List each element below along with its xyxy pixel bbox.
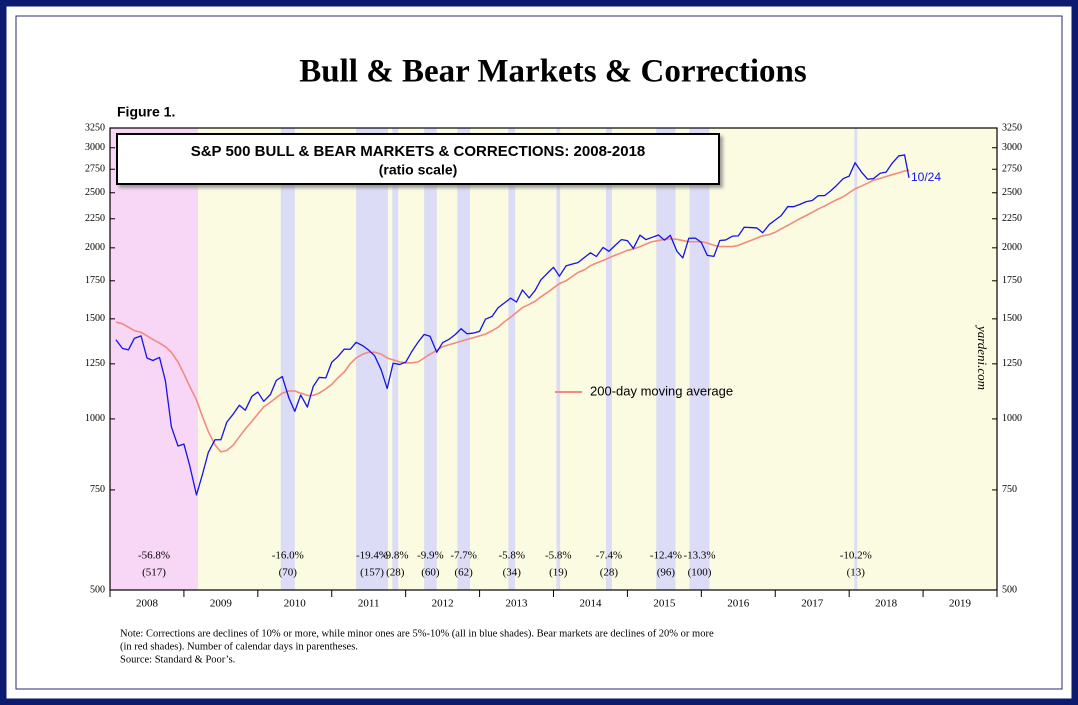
chart-title: Bull & Bear Markets & Corrections bbox=[299, 54, 807, 90]
shade-days: (19) bbox=[549, 567, 568, 579]
shade-days: (60) bbox=[421, 567, 440, 579]
shade-days: (28) bbox=[600, 567, 619, 579]
y2-tick-label: 2250 bbox=[1002, 213, 1022, 224]
y-tick-label: 1000 bbox=[85, 413, 105, 424]
y-tick-label: 1500 bbox=[85, 313, 105, 324]
note-line: Note: Corrections are declines of 10% or… bbox=[120, 628, 714, 639]
plot-area bbox=[110, 128, 997, 590]
shade-days: (96) bbox=[657, 567, 676, 579]
shade-days: (517) bbox=[142, 567, 166, 579]
shade-correction bbox=[605, 128, 612, 590]
shade-label: -56.8% bbox=[138, 550, 170, 562]
axes: 500 500 750 750 1000 1000 1250 1250 1500 1500 1750… bbox=[85, 122, 1022, 609]
y2-tick-label: 750 bbox=[1002, 484, 1017, 495]
y2-tick-label: 3250 bbox=[1002, 122, 1022, 133]
y2-tick-label: 1500 bbox=[1002, 313, 1022, 324]
y-tick-label: 2500 bbox=[85, 187, 105, 198]
note-line: (in red shades). Number of calendar days… bbox=[120, 641, 358, 652]
y-tick-label: 3250 bbox=[85, 122, 105, 133]
shade-correction bbox=[854, 128, 858, 590]
last-date-label: 10/24 bbox=[911, 170, 941, 184]
y2-tick-label: 500 bbox=[1002, 584, 1017, 595]
legend-label: 200-day moving average bbox=[590, 383, 733, 398]
x-tick-label: 2017 bbox=[801, 598, 824, 610]
x-tick-label: 2014 bbox=[579, 598, 602, 610]
box-subtitle: (ratio scale) bbox=[379, 162, 458, 178]
x-tick-label: 2013 bbox=[506, 598, 529, 610]
y-tick-label: 1750 bbox=[85, 275, 105, 286]
note-line: Source: Standard & Poor’s. bbox=[120, 654, 235, 665]
y-tick-label: 1250 bbox=[85, 358, 105, 369]
shade-label: -7.7% bbox=[450, 550, 477, 562]
shades bbox=[110, 128, 858, 590]
shade-label: -5.8% bbox=[545, 550, 572, 562]
shade-correction bbox=[556, 128, 561, 590]
shade-days: (62) bbox=[455, 567, 474, 579]
shade-days: (157) bbox=[360, 567, 384, 579]
shade-correction bbox=[280, 128, 295, 590]
x-tick-label: 2016 bbox=[727, 598, 750, 610]
shade-days: (70) bbox=[279, 567, 298, 579]
y2-tick-label: 2500 bbox=[1002, 187, 1022, 198]
shade-label: -5.8% bbox=[498, 550, 525, 562]
x-tick-label: 2008 bbox=[136, 598, 159, 610]
y2-tick-label: 1250 bbox=[1002, 358, 1022, 369]
shade-label: -9.8% bbox=[382, 550, 409, 562]
shade-label: -12.4% bbox=[650, 550, 682, 562]
y2-tick-label: 3000 bbox=[1002, 142, 1022, 153]
shade-days: (100) bbox=[688, 567, 712, 579]
y2-tick-label: 2750 bbox=[1002, 164, 1022, 175]
lines bbox=[115, 154, 910, 496]
shade-label: -9.9% bbox=[417, 550, 444, 562]
shade-bear bbox=[110, 128, 198, 590]
series-line bbox=[115, 154, 910, 496]
shade-correction bbox=[392, 128, 399, 590]
y-tick-label: 2000 bbox=[85, 242, 105, 253]
shade-correction bbox=[356, 128, 388, 590]
series-line bbox=[115, 169, 910, 453]
shade-correction bbox=[689, 128, 710, 590]
shade-correction bbox=[457, 128, 470, 590]
shade-label: -10.2% bbox=[840, 550, 872, 562]
x-tick-label: 2010 bbox=[284, 598, 307, 610]
x-tick-label: 2009 bbox=[210, 598, 233, 610]
source-mark: yardeni.com bbox=[975, 324, 990, 390]
shade-days: (34) bbox=[503, 567, 522, 579]
shade-days: (28) bbox=[386, 567, 405, 579]
y2-tick-label: 1750 bbox=[1002, 275, 1022, 286]
y-tick-label: 2750 bbox=[85, 164, 105, 175]
y2-tick-label: 1000 bbox=[1002, 413, 1022, 424]
shade-label: -7.4% bbox=[596, 550, 623, 562]
x-tick-label: 2015 bbox=[653, 598, 676, 610]
figure-label: Figure 1. bbox=[117, 104, 175, 120]
x-tick-label: 2019 bbox=[949, 598, 972, 610]
y-tick-label: 750 bbox=[90, 484, 105, 495]
plot-background bbox=[110, 128, 997, 590]
shade-label: -13.3% bbox=[683, 550, 715, 562]
y2-tick-label: 2000 bbox=[1002, 242, 1022, 253]
overlay: S&P 500 BULL & BEAR MARKETS & CORRECTION… bbox=[116, 133, 990, 665]
shade-correction bbox=[656, 128, 676, 590]
x-tick-label: 2011 bbox=[358, 598, 380, 610]
shade-label: -19.4% bbox=[356, 550, 388, 562]
shade-days: (13) bbox=[847, 567, 866, 579]
shade-correction bbox=[508, 128, 516, 590]
shade-correction bbox=[424, 128, 437, 590]
y-tick-label: 2250 bbox=[85, 213, 105, 224]
y-tick-label: 500 bbox=[90, 584, 105, 595]
x-tick-label: 2012 bbox=[432, 598, 454, 610]
box-title: S&P 500 BULL & BEAR MARKETS & CORRECTION… bbox=[191, 143, 646, 160]
x-tick-label: 2018 bbox=[875, 598, 898, 610]
y-tick-label: 3000 bbox=[85, 142, 105, 153]
box bbox=[116, 133, 720, 185]
shade-label: -16.0% bbox=[272, 550, 304, 562]
